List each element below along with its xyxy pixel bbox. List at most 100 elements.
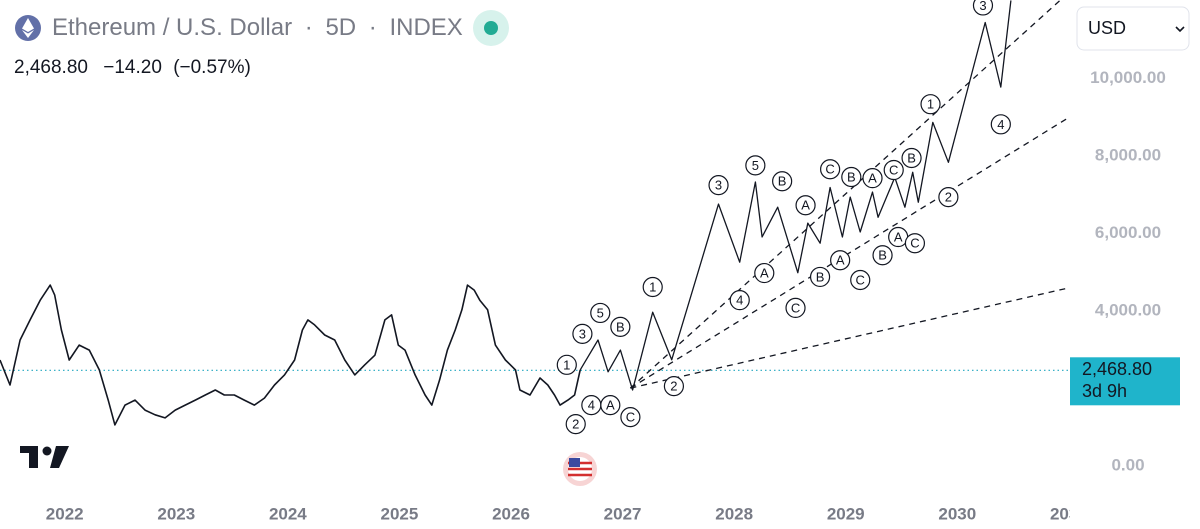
separator: · (305, 14, 313, 41)
wave-text: C (825, 162, 834, 177)
change-percent: (−0.57%) (173, 57, 251, 78)
wave-text: 2 (945, 190, 952, 205)
wave-circle (556, 354, 577, 375)
wave-circle (785, 297, 806, 319)
separator: · (369, 14, 377, 41)
trend-line (630, 117, 1069, 389)
wave-circle (938, 187, 959, 208)
x-tick-label: 2026 (492, 504, 530, 523)
wave-text: B (907, 150, 916, 165)
y-tick-label: 10,000.00 (1090, 68, 1166, 87)
event-flag[interactable] (563, 452, 597, 486)
wave-circle (663, 376, 685, 397)
price-scale: 0.00 4,000.00 6,000.00 8,000.00 10,000.00 2,4… (1070, 0, 1200, 529)
wave-label: 4 (581, 395, 602, 416)
x-tick-label: 2030 (938, 504, 976, 523)
wave-text: C (889, 162, 898, 177)
wave-label: 1 (642, 276, 663, 298)
eth-logo-mark (22, 18, 34, 38)
wave-circle (920, 94, 941, 115)
wave-label: 4 (729, 290, 750, 311)
wave-label: C (850, 269, 871, 291)
y-tick-label: 0.00 (1111, 455, 1144, 474)
wave-label: C (785, 297, 806, 319)
x-tick-label: 2028 (715, 504, 753, 523)
wave-text: A (894, 229, 903, 244)
trend-line (629, 0, 1061, 389)
wave-label: B (872, 245, 893, 266)
wave-circle (642, 276, 663, 298)
wave-circle (600, 395, 621, 416)
wave-text: 1 (563, 357, 570, 372)
last-price-badge (1070, 357, 1180, 406)
wave-circle (708, 175, 729, 196)
wave-circle (729, 290, 750, 311)
wave-label: A (795, 195, 816, 216)
wave-circle (830, 250, 851, 271)
wave-circle (572, 323, 593, 344)
logo-part (50, 446, 69, 468)
wave-label: 5 (745, 155, 766, 176)
wave-label: C (620, 407, 641, 428)
wave-label: C (883, 159, 904, 181)
wave-circle (809, 266, 831, 288)
wave-text: A (801, 198, 810, 213)
wave-label: A (754, 262, 775, 284)
wave-text: C (626, 410, 635, 425)
wave-label: A (830, 250, 851, 271)
wave-circle (883, 159, 904, 181)
wave-label: C (820, 159, 841, 180)
wave-label: A (600, 395, 621, 416)
currency: USD (1088, 18, 1126, 38)
wave-circle (820, 159, 841, 180)
wave-text: 5 (597, 305, 604, 320)
wave-circle (904, 233, 926, 254)
symbol-title: Ethereum / U.S. Dollar · 5D · INDEX (52, 14, 463, 41)
wave-circle (872, 245, 893, 266)
wave-label: 3 (572, 323, 593, 344)
wave-circle (850, 269, 871, 291)
wave-text: 3 (579, 326, 586, 341)
wave-text: B (616, 319, 625, 334)
currency-dropdown[interactable]: USD (1076, 6, 1190, 51)
price-line (0, 284, 581, 426)
y-tick-label: 4,000.00 (1095, 300, 1161, 319)
scale-background (1070, 0, 1200, 529)
wave-text: A (868, 171, 877, 186)
wave-text: C (910, 236, 919, 251)
wave-circle (901, 147, 922, 169)
wave-label: 1 (556, 354, 577, 375)
wave-text: B (778, 174, 787, 189)
wave-text: 4 (588, 398, 595, 413)
wave-circle (620, 407, 641, 428)
wave-text: 2 (572, 417, 579, 432)
flag-canton (569, 458, 580, 467)
wave-circle (990, 114, 1011, 135)
wave-text: C (856, 272, 865, 287)
wave-circle (795, 195, 816, 216)
wave-text: 2 (670, 379, 677, 394)
wave-label: 2 (938, 187, 959, 208)
wave-label: 4 (990, 114, 1011, 135)
y-tick-label: 8,000.00 (1095, 146, 1161, 165)
dropdown-arrow (1175, 26, 1185, 33)
wave-label: 5 (590, 302, 611, 324)
wave-label: 2 (663, 376, 685, 397)
wave-text: B (816, 269, 825, 284)
wave-text: B (878, 248, 887, 263)
wave-circle (754, 262, 775, 284)
wave-text: 5 (752, 158, 759, 173)
dropdown-box[interactable] (1076, 6, 1190, 51)
wave-label: B (809, 266, 831, 288)
exchange: INDEX (389, 14, 462, 41)
change: −14.20 (103, 57, 162, 78)
wave-text: A (836, 253, 845, 268)
wave-circle (565, 413, 586, 435)
x-tick-label: 2029 (827, 504, 865, 523)
wave-circle (610, 316, 631, 337)
header: Ethereum / U.S. Dollar · 5D · INDEX 2,46… (14, 10, 509, 78)
countdown: 3d 9h (1082, 381, 1127, 401)
wave-label: B (610, 316, 631, 337)
